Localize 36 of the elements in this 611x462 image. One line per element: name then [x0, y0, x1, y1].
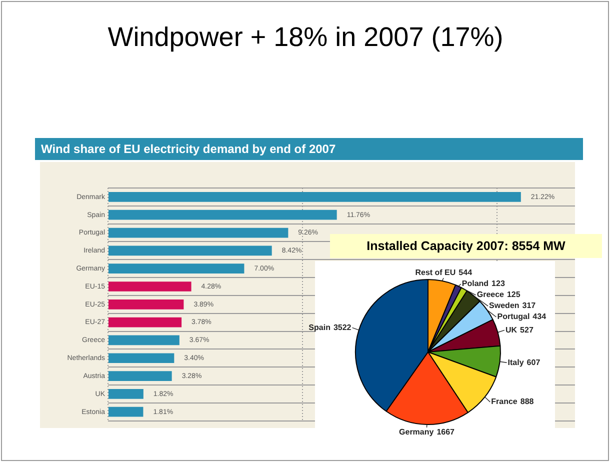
bar: [108, 335, 180, 346]
data-label: 544: [458, 268, 473, 278]
bar: [108, 282, 192, 292]
slice-label: UK: [505, 325, 518, 334]
bar: [108, 192, 521, 202]
slice-label: Poland: [462, 279, 489, 288]
data-label: 125: [506, 290, 521, 300]
bar: [108, 371, 172, 381]
slice-label: France: [491, 397, 518, 406]
slice-label: Rest of EU: [415, 268, 456, 278]
bar: [108, 389, 144, 399]
data-label: 607: [526, 358, 541, 367]
bar: [108, 406, 144, 417]
bar: [108, 353, 174, 364]
slice-label: Spain: [308, 322, 331, 332]
slice-label: Portugal: [497, 312, 530, 322]
text: Windpower + 18% in 2007 (17%): [106, 22, 504, 53]
data-label: 123: [492, 279, 506, 288]
bar: [108, 299, 184, 310]
chart-title: Wind share of EU electricity demand by end of 2007: [35, 138, 583, 160]
chart-title: Installed Capacity 2007: 8554 MW: [330, 234, 602, 258]
slice-label: Sweden: [489, 301, 520, 310]
bar: [108, 246, 272, 256]
bar: [108, 210, 337, 220]
bar: [108, 228, 288, 238]
data-label: 888: [520, 397, 534, 406]
data-label: 1667: [436, 428, 456, 437]
data-label: 527: [520, 325, 534, 334]
slice-label: Germany: [399, 428, 434, 437]
bar: [108, 317, 182, 328]
slice-label: Italy: [508, 358, 524, 367]
data-label: 317: [522, 301, 536, 310]
data-label: 434: [532, 312, 547, 322]
bar: [108, 264, 244, 274]
data-label: 3522: [333, 322, 352, 332]
slice-label: Greece: [476, 290, 505, 300]
